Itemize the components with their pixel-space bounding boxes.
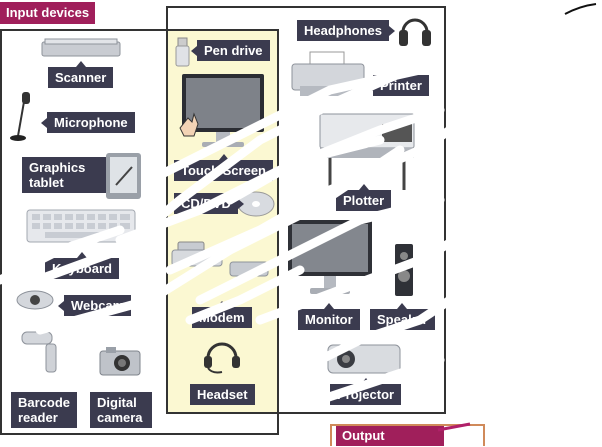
headset-label: Headset: [190, 384, 255, 405]
webcam-icon: [16, 290, 54, 310]
plotter-label: Plotter: [336, 184, 392, 211]
pen-drive-label: Pen drive: [191, 40, 270, 61]
graphics-tablet-label: Graphics tablet: [22, 157, 112, 193]
microphone-icon: [10, 92, 30, 141]
digital-camera-icon: [99, 347, 141, 376]
headphones-icon: [399, 18, 431, 46]
input-devices-heading: Input devices: [0, 2, 96, 24]
output-devices-heading: Output: [336, 426, 444, 446]
scanner-label: Scanner: [48, 61, 114, 88]
digital-camera-label: Digital camera: [90, 392, 152, 428]
monitor-label: Monitor: [298, 303, 360, 330]
microphone-label: Microphone: [41, 112, 135, 133]
graphics-tablet-icon: [106, 153, 141, 199]
cd-dvd-icon: [237, 191, 275, 217]
barcode-reader-icon: [21, 331, 57, 373]
scanner-icon: [41, 38, 121, 57]
headphones-label: Headphones: [297, 20, 396, 41]
output-heading-frame: [330, 424, 485, 446]
barcode-reader-label: Barcode reader: [11, 392, 77, 428]
input-devices-frame: [0, 29, 279, 435]
headset-icon: [204, 342, 240, 374]
pen-drive-icon: [175, 37, 190, 67]
